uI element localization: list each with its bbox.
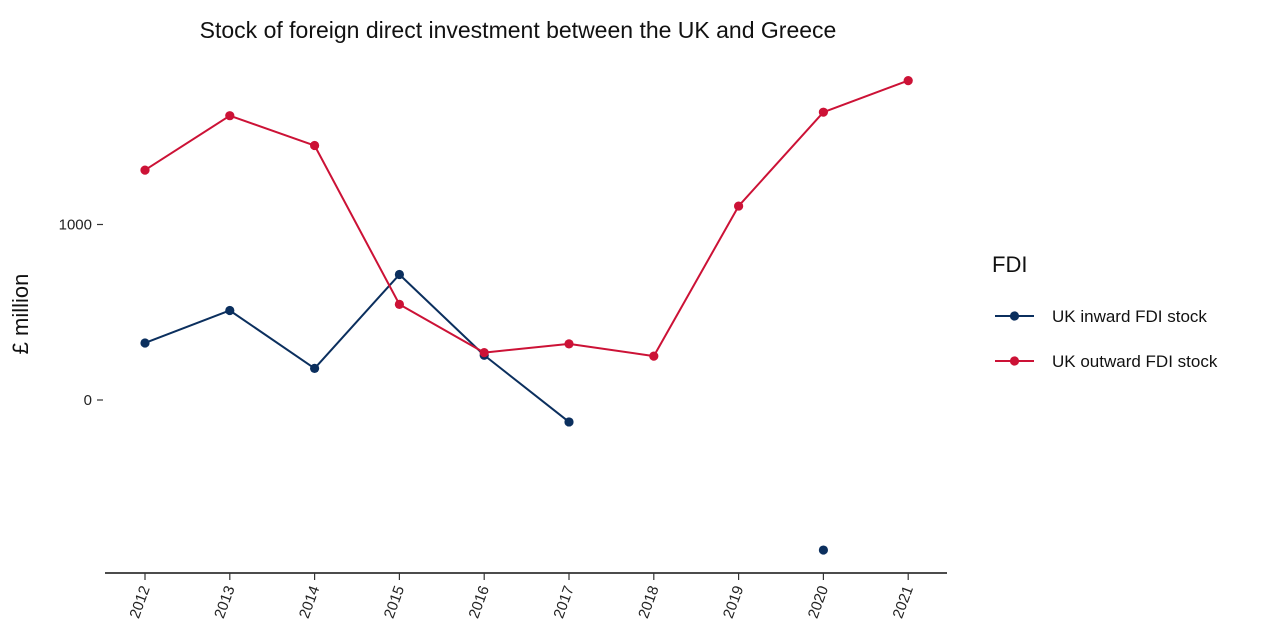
data-point: [564, 339, 574, 349]
y-tick-label: 0: [84, 392, 92, 409]
y-axis-title: £ million: [8, 274, 33, 355]
data-point: [564, 417, 574, 427]
x-tick-label: 2014: [296, 584, 323, 621]
data-point: [225, 305, 235, 316]
legend-swatch-point: [1009, 311, 1020, 321]
data-point: [649, 351, 659, 361]
legend-swatch-point: [1009, 356, 1020, 366]
y-tick-label: 1000: [59, 217, 92, 234]
data-point: [140, 338, 150, 348]
x-tick-label: 2021: [890, 584, 917, 621]
data-point: [479, 348, 489, 358]
x-tick-label: 2015: [381, 584, 408, 621]
data-point: [140, 165, 150, 175]
data-point: [818, 107, 829, 117]
x-tick-label: 2016: [466, 584, 493, 621]
data-point: [310, 140, 320, 151]
data-point: [394, 269, 404, 280]
data-point: [734, 201, 744, 211]
legend: FDI UK inward FDI stock UK outward FDI st…: [992, 252, 1218, 371]
legend-title: FDI: [992, 252, 1027, 277]
chart-title: Stock of foreign direct investment betwe…: [200, 17, 837, 43]
data-point: [310, 363, 320, 374]
series-line: [144, 79, 909, 358]
x-tick-label: 2020: [805, 584, 832, 621]
legend-item: UK outward FDI stock: [995, 352, 1218, 371]
legend-item: UK inward FDI stock: [995, 307, 1207, 326]
x-axis: 2012 2013 2014 2015 2016 2017 2018 2019 2020 2021: [105, 572, 947, 621]
x-tick-label: 2012: [126, 584, 153, 621]
series-inward: [140, 269, 829, 555]
y-axis: 0 1000: [59, 217, 103, 409]
data-point: [394, 299, 404, 309]
x-tick-label: 2017: [550, 584, 577, 621]
series-layer: [140, 75, 913, 555]
x-tick-label: 2013: [211, 584, 238, 621]
data-point: [225, 111, 235, 121]
series-outward: [140, 75, 913, 361]
data-point: [818, 545, 829, 555]
x-tick-label: 2019: [720, 584, 747, 621]
x-tick-label: 2018: [635, 584, 662, 621]
data-point: [903, 75, 913, 86]
legend-label: UK inward FDI stock: [1052, 307, 1207, 326]
series-line: [144, 273, 570, 423]
legend-label: UK outward FDI stock: [1052, 352, 1218, 371]
